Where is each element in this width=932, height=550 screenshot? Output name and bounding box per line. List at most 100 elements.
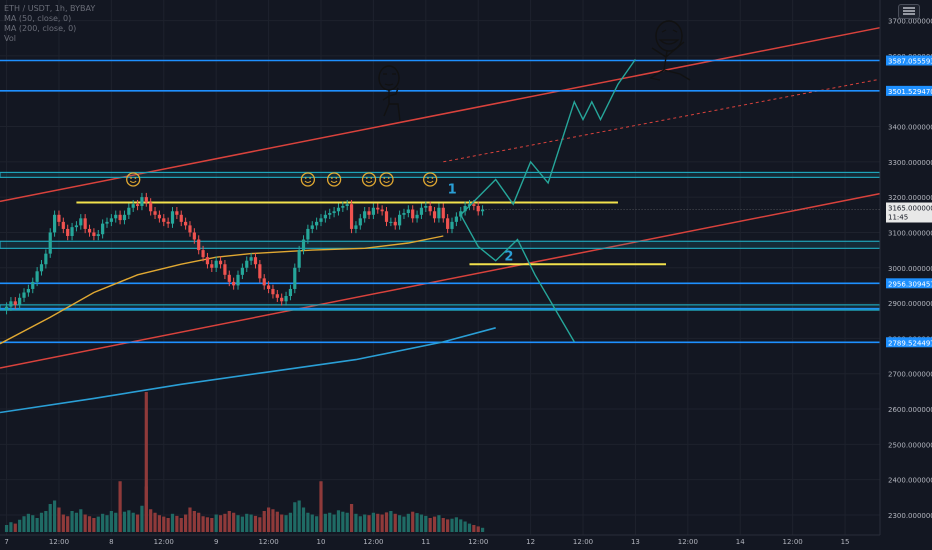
x-tick-label: 10 bbox=[317, 538, 326, 546]
candle-body bbox=[380, 209, 384, 212]
volume-bar bbox=[87, 516, 92, 532]
candle-body bbox=[13, 301, 17, 305]
volume-bar bbox=[192, 511, 196, 532]
volume-bar bbox=[467, 523, 472, 532]
candle-body bbox=[266, 285, 271, 289]
price-scale-menu-button[interactable] bbox=[898, 4, 920, 19]
candle-body bbox=[149, 202, 153, 212]
x-tick-label: 15 bbox=[841, 538, 850, 546]
volume-bar bbox=[345, 512, 349, 532]
volume-bar bbox=[109, 511, 113, 532]
smiley-icon bbox=[423, 172, 438, 187]
candle-body bbox=[227, 274, 231, 282]
x-tick-label: 12:00 bbox=[468, 538, 488, 546]
volume-bar bbox=[101, 513, 105, 532]
volume-bar bbox=[376, 513, 380, 532]
y-tick-label: 2900.000000 bbox=[888, 300, 932, 308]
volume-bar bbox=[262, 511, 266, 532]
volume-bar bbox=[122, 511, 127, 532]
x-tick-label: 12:00 bbox=[783, 538, 803, 546]
candle-body bbox=[35, 271, 39, 282]
chart-legend: ETH / USDT, 1h, BYBAY MA (50, close, 0) … bbox=[4, 4, 95, 44]
volume-bar bbox=[432, 516, 437, 532]
volume-bar bbox=[144, 392, 148, 532]
ma200-line bbox=[0, 327, 496, 414]
candle-body bbox=[166, 221, 170, 224]
candle-body bbox=[476, 205, 480, 212]
volume-bar bbox=[131, 512, 135, 532]
volume-bar bbox=[26, 513, 30, 532]
candle-body bbox=[480, 209, 485, 212]
y-tick-label: 2600.000000 bbox=[888, 406, 932, 414]
candle-body bbox=[415, 214, 419, 219]
candle-body bbox=[9, 301, 13, 307]
bearish-projection-path bbox=[460, 214, 575, 343]
y-tick-label: 2300.000000 bbox=[888, 512, 932, 520]
volume-bar bbox=[349, 504, 354, 532]
volume-bar bbox=[258, 517, 262, 532]
volume-bar bbox=[280, 514, 284, 532]
time-axis bbox=[0, 535, 880, 550]
candle-body bbox=[197, 239, 201, 251]
volume-bar bbox=[48, 504, 52, 532]
candle-body bbox=[441, 207, 445, 219]
x-tick-label: 14 bbox=[736, 538, 745, 546]
volume-bar bbox=[162, 516, 166, 532]
candle-body bbox=[398, 214, 402, 226]
candle-body bbox=[297, 250, 301, 268]
candle-body bbox=[223, 264, 227, 275]
volume-bar bbox=[114, 512, 118, 532]
candle-body bbox=[315, 221, 319, 226]
candle-body bbox=[284, 296, 288, 302]
volume-bar bbox=[35, 518, 39, 532]
volume-bar bbox=[92, 518, 96, 532]
candle-body bbox=[354, 225, 358, 229]
candle-body bbox=[135, 204, 140, 206]
candle-body bbox=[232, 281, 236, 286]
volume-bar bbox=[210, 518, 214, 532]
price-axis bbox=[880, 0, 932, 550]
channel-lower-line bbox=[0, 192, 881, 369]
candle-body bbox=[175, 211, 179, 215]
bullish-projection-path bbox=[460, 58, 636, 216]
volume-bar bbox=[39, 512, 44, 532]
volume-bar bbox=[476, 526, 480, 532]
volume-bar bbox=[66, 516, 70, 532]
volume-bar bbox=[398, 515, 402, 532]
candle-body bbox=[61, 221, 65, 229]
volume-bar bbox=[127, 510, 131, 532]
candle-body bbox=[201, 250, 205, 258]
volume-bar bbox=[275, 511, 279, 532]
price-tag bbox=[886, 55, 932, 66]
candle-body bbox=[22, 292, 26, 298]
y-tick-label: 2700.000000 bbox=[888, 371, 932, 379]
volume-bar bbox=[446, 519, 450, 532]
candle-body bbox=[262, 278, 266, 286]
candle-body bbox=[74, 225, 79, 228]
volume-bar bbox=[393, 513, 397, 532]
thinking-figure-doodle bbox=[378, 65, 401, 122]
candle-body bbox=[157, 214, 162, 219]
candle-body bbox=[371, 207, 375, 215]
volume-bar bbox=[441, 518, 445, 532]
candle-body bbox=[44, 253, 48, 265]
volume-bar bbox=[459, 519, 463, 532]
volume-bar bbox=[306, 512, 310, 532]
volume-bar bbox=[18, 519, 22, 532]
volume-bar bbox=[310, 514, 314, 532]
candle-body bbox=[419, 207, 424, 215]
candle-body bbox=[140, 197, 144, 206]
volume-bar bbox=[153, 512, 157, 532]
volume-bar bbox=[472, 525, 476, 532]
candle-body bbox=[192, 232, 196, 240]
volume-bar bbox=[70, 511, 74, 532]
candle-body bbox=[384, 211, 389, 222]
volume-bar bbox=[61, 514, 65, 532]
candle-body bbox=[411, 209, 415, 219]
price-tag bbox=[886, 278, 932, 289]
volume-bar bbox=[402, 516, 406, 532]
channel-mid-dashed-line bbox=[443, 78, 881, 163]
candle-body bbox=[184, 221, 188, 226]
candle-body bbox=[446, 218, 450, 229]
